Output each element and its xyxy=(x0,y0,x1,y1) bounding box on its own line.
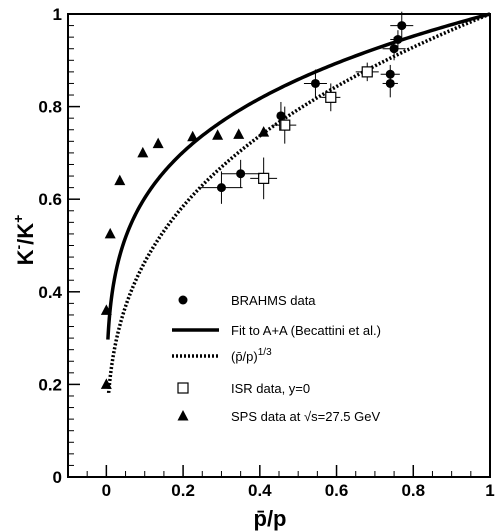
brahms-data-point xyxy=(310,78,320,88)
sps-data-point xyxy=(104,227,116,239)
isr-data-point xyxy=(361,66,373,78)
sps-data-point xyxy=(233,128,245,139)
sps-data-point xyxy=(100,378,112,389)
x-tick-label: 0.4 xyxy=(248,481,272,500)
y-tick-label: 0.8 xyxy=(38,98,62,117)
x-tick-label: 1 xyxy=(485,481,494,500)
brahms-data-point xyxy=(389,44,399,54)
y-tick-label: 0.6 xyxy=(38,190,62,209)
sps-data-point xyxy=(152,137,164,149)
brahms-data-point xyxy=(397,21,407,31)
sps-data-point xyxy=(100,304,112,315)
legend: BRAHMS data Fit to A+A (Becattini et al.)… xyxy=(172,293,381,424)
sps-data-point xyxy=(258,126,270,137)
brahms-data-point xyxy=(216,183,226,193)
brahms-data-point xyxy=(393,34,403,44)
isr-data-point xyxy=(258,172,270,184)
x-axis-title: p̄/p xyxy=(254,506,287,531)
brahms-data-point xyxy=(385,78,395,88)
y-tick-label: 1 xyxy=(53,5,62,24)
x-tick-label: 0.6 xyxy=(325,481,349,500)
sps-data-point xyxy=(187,130,199,142)
x-tick-label: 0 xyxy=(102,481,111,500)
legend-isr-label: ISR data, y=0 xyxy=(231,381,310,396)
legend-brahms-marker xyxy=(178,295,188,305)
legend-sps-marker xyxy=(177,410,189,421)
fit-curve xyxy=(106,12,491,340)
x-tick-label: 0.8 xyxy=(401,481,425,500)
legend-fit-label: Fit to A+A (Becattini et al.) xyxy=(231,323,381,338)
plot-frame xyxy=(67,13,491,478)
y-axis-title: K-/K+ xyxy=(10,215,38,266)
brahms-data-point xyxy=(236,169,246,179)
sps-data-point xyxy=(114,174,126,186)
y-tick-label: 0 xyxy=(53,468,62,487)
x-tick-label: 0.2 xyxy=(171,481,195,500)
legend-sps-label: SPS data at √s=27.5 GeV xyxy=(231,409,380,424)
y-tick-label: 0.4 xyxy=(38,283,62,302)
legend-power-label: (p̄/p)1/3 xyxy=(231,347,272,364)
isr-data-point xyxy=(325,91,337,103)
sps-data-point xyxy=(137,146,149,158)
y-tick-label: 0.2 xyxy=(38,375,62,394)
legend-isr-marker xyxy=(177,382,189,394)
sps-data-point xyxy=(212,129,224,140)
brahms-data-point xyxy=(276,111,286,121)
legend-brahms-label: BRAHMS data xyxy=(231,293,316,308)
isr-data-point xyxy=(279,119,291,131)
